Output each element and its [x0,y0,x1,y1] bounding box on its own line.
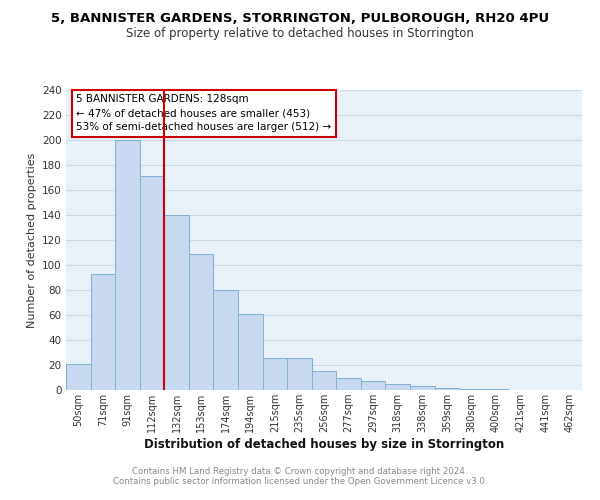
Y-axis label: Number of detached properties: Number of detached properties [26,152,37,328]
Text: 5 BANNISTER GARDENS: 128sqm
← 47% of detached houses are smaller (453)
53% of se: 5 BANNISTER GARDENS: 128sqm ← 47% of det… [76,94,331,132]
Bar [434,388,459,390]
Bar [91,274,115,390]
Bar [361,381,385,390]
Bar [336,378,361,390]
Bar [164,215,189,390]
Text: 5, BANNISTER GARDENS, STORRINGTON, PULBOROUGH, RH20 4PU: 5, BANNISTER GARDENS, STORRINGTON, PULBO… [51,12,549,26]
X-axis label: Distribution of detached houses by size in Storrington: Distribution of detached houses by size … [144,438,504,451]
Bar [214,290,238,390]
Bar [287,358,312,390]
Bar [410,386,434,390]
Text: Contains HM Land Registry data © Crown copyright and database right 2024.: Contains HM Land Registry data © Crown c… [132,467,468,476]
Bar [263,358,287,390]
Bar [115,140,140,390]
Bar [66,364,91,390]
Bar [140,176,164,390]
Bar [238,314,263,390]
Bar [385,384,410,390]
Text: Contains public sector information licensed under the Open Government Licence v3: Contains public sector information licen… [113,477,487,486]
Bar [189,254,214,390]
Bar [312,371,336,390]
Text: Size of property relative to detached houses in Storrington: Size of property relative to detached ho… [126,28,474,40]
Bar [459,389,484,390]
Bar [484,389,508,390]
